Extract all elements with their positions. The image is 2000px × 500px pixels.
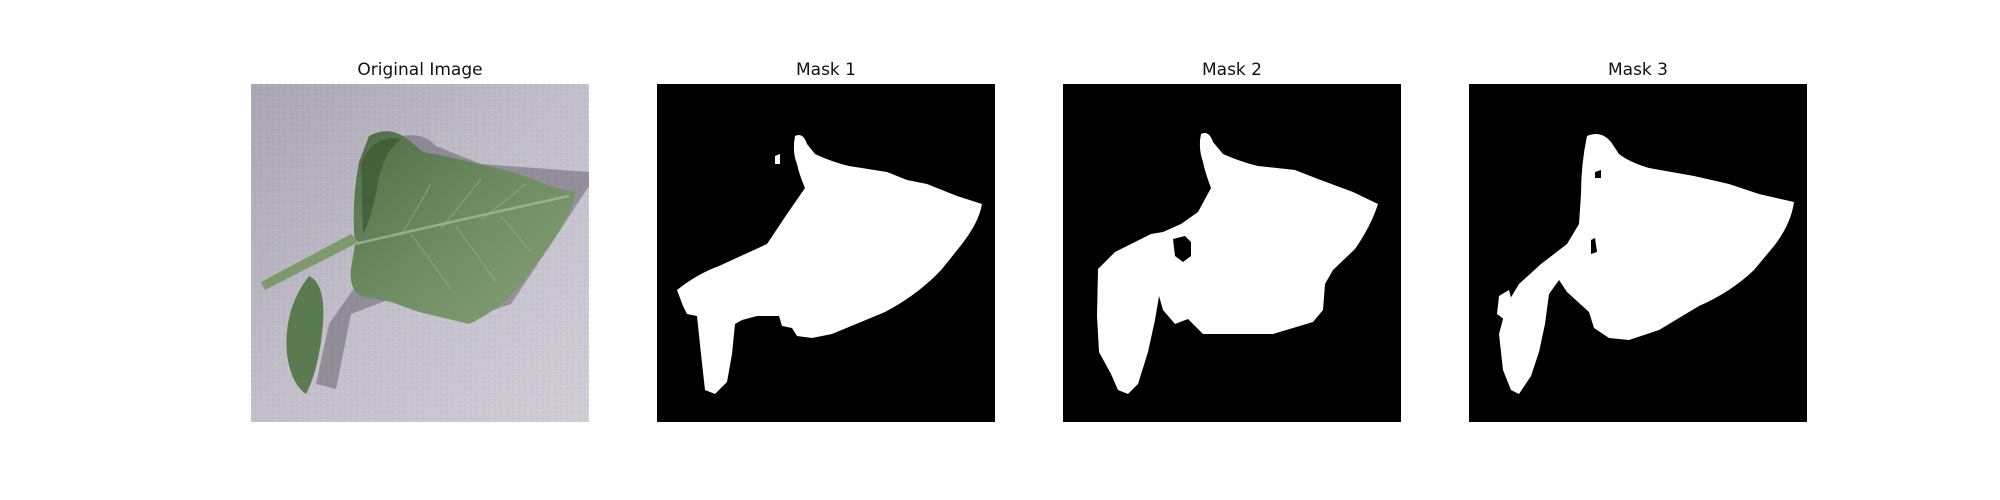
leaf-midrib [354, 194, 570, 246]
mask-2-panel: Mask 2 [1063, 58, 1401, 422]
mask-1-title: Mask 1 [795, 60, 856, 80]
mask-3-panel: Mask 3 [1469, 58, 1807, 422]
mask-3-title: Mask 3 [1607, 60, 1668, 80]
leaf-stem [261, 234, 359, 290]
small-leaf [286, 276, 324, 394]
original-image-title: Original Image [357, 60, 483, 80]
original-image-panel: Original Image [251, 58, 589, 422]
original-leaf-image [251, 84, 589, 422]
mask-3-foreground [1499, 134, 1794, 394]
mask-1-foreground [677, 135, 982, 394]
leaf-curl [361, 138, 401, 234]
mask-1-image [657, 84, 995, 422]
mask-2-title: Mask 2 [1201, 60, 1262, 80]
mask-2-image [1063, 84, 1401, 422]
mask-3-fragment [1497, 290, 1513, 320]
mask-2-foreground [1097, 133, 1378, 394]
leaf-blade [350, 131, 576, 324]
mask-3-image [1469, 84, 1807, 422]
mask-1-panel: Mask 1 [657, 58, 995, 422]
